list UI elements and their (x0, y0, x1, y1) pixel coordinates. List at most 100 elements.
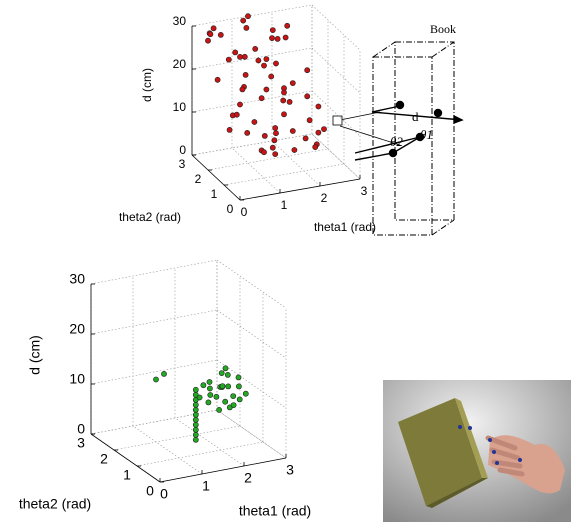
data-point (256, 58, 261, 63)
data-point (307, 118, 312, 123)
data-point (305, 94, 310, 99)
grid-line (192, 48, 312, 69)
data-point (273, 61, 278, 66)
data-point (303, 136, 308, 141)
grid-line (312, 48, 360, 93)
data-point (217, 407, 222, 412)
data-point (259, 96, 264, 101)
data-point (211, 26, 216, 31)
data-point (219, 371, 224, 376)
data-point (281, 98, 286, 103)
data-point (245, 130, 250, 135)
grid-line (208, 149, 328, 170)
render-image (383, 380, 571, 522)
grid-line (175, 418, 244, 466)
data-point (313, 145, 318, 150)
data-point (227, 127, 232, 132)
data-point (205, 38, 210, 43)
data-point (305, 68, 310, 73)
data-point (292, 147, 297, 152)
z-tick-label: 10 (69, 371, 85, 387)
data-point (223, 366, 228, 371)
x-axis-label: theta1 (rad) (314, 220, 376, 234)
grid-line (133, 426, 202, 474)
data-point (197, 395, 202, 400)
x-tick-label: 0 (160, 486, 168, 502)
data-point (285, 23, 290, 28)
data-point (193, 422, 198, 427)
data-point (244, 25, 249, 30)
data-point (252, 119, 257, 124)
y-tick-label: 0 (146, 483, 154, 499)
annotation: θ1 (420, 127, 433, 142)
data-point (226, 57, 231, 62)
x-tick-label: 2 (244, 470, 252, 486)
data-point (236, 375, 241, 380)
data-point (321, 127, 326, 132)
grid-line (217, 260, 286, 308)
data-point (201, 383, 206, 388)
z-tick-label: 20 (173, 57, 187, 71)
grid-line (312, 91, 360, 136)
data-point (264, 57, 269, 62)
data-point (261, 63, 266, 68)
x-tick-label: 1 (281, 198, 288, 212)
grid-line (192, 91, 312, 112)
data-point (207, 379, 212, 384)
data-point (316, 130, 321, 135)
grid-line (91, 310, 217, 334)
data-point (290, 128, 295, 133)
data-point (214, 394, 219, 399)
data-point (273, 152, 278, 157)
z-tick-label: 0 (179, 143, 186, 157)
data-point (225, 372, 230, 377)
data-point (241, 18, 246, 23)
z-tick-label: 30 (69, 271, 85, 287)
grid-line (192, 5, 312, 26)
data-point (193, 412, 198, 417)
x-tick-label: 1 (202, 478, 210, 494)
data-point (193, 417, 198, 422)
data-point (236, 384, 241, 389)
data-point (270, 28, 275, 33)
annotation: d (412, 109, 419, 124)
data-point (316, 104, 321, 109)
data-point (283, 35, 288, 40)
x-tick-label: 0 (241, 205, 248, 219)
grid-line (114, 426, 240, 450)
data-point (243, 391, 248, 396)
data-point (272, 138, 277, 143)
data-point (273, 125, 278, 130)
grid-line (312, 134, 360, 179)
data-point (237, 54, 242, 59)
data-point (208, 32, 213, 37)
data-point (275, 36, 280, 41)
data-point (208, 392, 213, 397)
data-point (269, 74, 274, 79)
data-point (281, 90, 286, 95)
data-point (207, 386, 212, 391)
data-point (234, 112, 239, 117)
data-point (253, 46, 258, 51)
annotation: Book (430, 22, 456, 36)
data-point (281, 112, 286, 117)
y-tick-label: 2 (195, 172, 202, 186)
y-tick-label: 1 (123, 467, 131, 483)
x-tick-label: 2 (321, 191, 328, 205)
z-axis-label: d (cm) (27, 335, 43, 375)
y-axis-label: theta2 (rad) (119, 210, 181, 224)
data-point (231, 394, 236, 399)
x-axis-label: theta1 (rad) (239, 503, 311, 519)
data-point (231, 403, 236, 408)
grid-line (224, 164, 344, 185)
annotation: θ2 (390, 134, 403, 149)
data-point (237, 102, 242, 107)
data-point (220, 384, 225, 389)
axis-line (240, 179, 360, 200)
grid-line (217, 310, 286, 358)
z-axis-label: d (cm) (140, 68, 154, 102)
data-point (237, 397, 242, 402)
z-tick-label: 20 (69, 321, 85, 337)
data-point (206, 400, 211, 405)
y-axis-label: theta2 (rad) (19, 496, 91, 512)
